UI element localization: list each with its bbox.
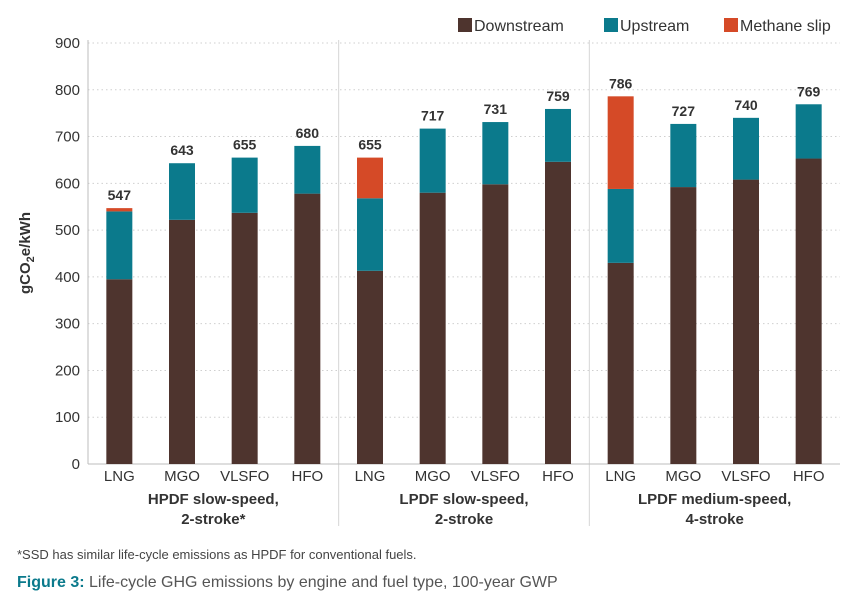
data-labels: 547 643 655 680 655 717 731 759 786 727 740 769 (108, 75, 821, 203)
bar-total-label: 731 (484, 101, 508, 117)
x-category-label: HFO (291, 468, 323, 485)
y-tick-label: 800 (55, 82, 80, 99)
legend-label: Downstream (474, 18, 564, 35)
bar-downstream (482, 184, 509, 464)
bar-upstream (545, 108, 571, 162)
x-category-label: HFO (542, 468, 574, 485)
y-axis-label: gCO2e/kWh (17, 212, 37, 294)
y-tick-label: 900 (55, 35, 80, 52)
bar-methane-slip (106, 208, 133, 212)
bar-total-label: 740 (734, 97, 758, 113)
bar-upstream (231, 157, 258, 213)
bar-total-label: 655 (233, 137, 257, 153)
bar-total-label: 727 (672, 103, 696, 119)
bar-downstream (733, 179, 759, 464)
y-axis-label-sub: 2 (25, 256, 37, 262)
x-category-label: LNG (605, 468, 636, 485)
y-tick-label: 100 (55, 409, 80, 426)
legend-swatch (458, 18, 472, 32)
bar-upstream (795, 104, 822, 159)
legend-label: Methane slip (740, 18, 831, 35)
chart: 0 100 200 300 400 500 600 700 800 900 547 643 655 68… (17, 18, 840, 528)
bar-methane-slip (357, 157, 383, 199)
figure-caption: Figure 3: Life-cycle GHG emissions by en… (17, 574, 558, 592)
x-category-label: LNG (104, 468, 135, 485)
legend: Downstream Upstream Methane slip (458, 18, 831, 35)
y-tick-label: 0 (72, 456, 80, 473)
bar-total-label: 547 (108, 187, 132, 203)
x-category-label: LNG (355, 468, 386, 485)
x-category-label: MGO (415, 468, 451, 485)
bar-total-label: 643 (170, 142, 194, 158)
bar-total-label: 769 (797, 83, 821, 99)
x-category-label: HFO (793, 468, 825, 485)
bar-downstream (795, 158, 822, 464)
legend-swatch (604, 18, 618, 32)
bar-upstream (607, 188, 634, 263)
y-tick-label: 200 (55, 362, 80, 379)
bars (106, 96, 822, 464)
footnote: *SSD has similar life-cycle emissions as… (17, 547, 417, 562)
bar-upstream (733, 117, 759, 180)
bar-downstream (545, 161, 571, 464)
bar-downstream (106, 279, 133, 464)
bar-downstream (294, 193, 321, 464)
group-label-line2: 2-stroke (435, 511, 493, 528)
bar-upstream (482, 122, 509, 185)
y-axis: 0 100 200 300 400 500 600 700 800 900 (55, 35, 840, 473)
bar-downstream (419, 192, 446, 464)
x-category-label: VLSFO (471, 468, 520, 485)
bar-downstream (169, 219, 195, 464)
legend-label: Upstream (620, 18, 689, 35)
bar-methane-slip (607, 96, 634, 189)
bar-upstream (294, 145, 321, 194)
figure-caption-text: Life-cycle GHG emissions by engine and f… (84, 574, 558, 591)
group-label-line1: HPDF slow-speed, (148, 491, 279, 508)
bar-total-label: 786 (609, 75, 633, 91)
x-category-label: VLSFO (220, 468, 269, 485)
grid (88, 42, 840, 418)
x-category-label: VLSFO (721, 468, 770, 485)
y-tick-label: 500 (55, 222, 80, 239)
legend-swatch (724, 18, 738, 32)
x-category-label: MGO (164, 468, 200, 485)
x-axis-groups: HPDF slow-speed, 2-stroke* LPDF slow-speed… (148, 491, 791, 528)
bar-downstream (357, 270, 383, 464)
y-axis-label-main: gCO (17, 262, 34, 294)
y-tick-label: 400 (55, 269, 80, 286)
x-axis-categories: LNG MGO VLSFO HFO LNG MGO VLSFO HFO LNG MGO VLSFO H… (104, 468, 825, 485)
y-tick-label: 700 (55, 129, 80, 146)
bar-upstream (670, 123, 697, 188)
x-category-label: MGO (665, 468, 701, 485)
figure-caption-label: Figure 3: (17, 574, 85, 591)
y-axis-label-rest: e/kWh (17, 212, 34, 256)
group-separators (338, 40, 590, 526)
bar-upstream (169, 163, 195, 220)
bar-total-label: 759 (546, 88, 570, 104)
y-tick-label: 300 (55, 316, 80, 333)
group-label-line1: LPDF slow-speed, (399, 491, 528, 508)
bar-downstream (670, 187, 697, 464)
group-label-line2: 2-stroke* (181, 511, 245, 528)
bar-upstream (419, 128, 446, 193)
group-label-line2: 4-stroke (685, 511, 743, 528)
bar-total-label: 717 (421, 108, 445, 124)
bar-upstream (106, 211, 133, 280)
bar-upstream (357, 198, 383, 271)
bar-downstream (607, 262, 634, 464)
group-label-line1: LPDF medium-speed, (638, 491, 791, 508)
bar-total-label: 655 (358, 137, 382, 153)
bar-downstream (231, 212, 258, 464)
y-tick-label: 600 (55, 175, 80, 192)
bar-total-label: 680 (296, 125, 320, 141)
